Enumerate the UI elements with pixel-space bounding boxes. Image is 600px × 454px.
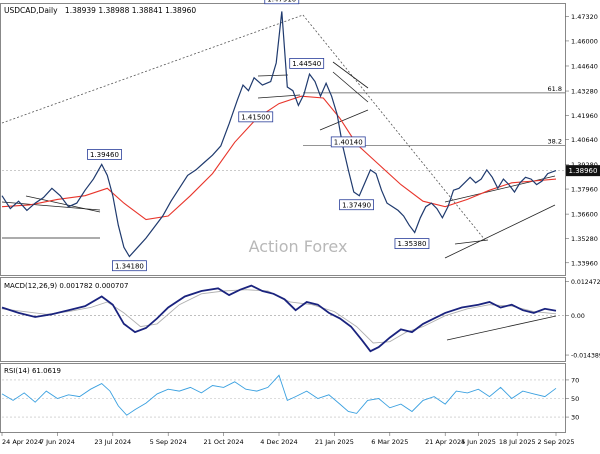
wedge-mar-lower2 bbox=[332, 71, 369, 103]
price-annotation-box bbox=[394, 238, 430, 249]
price-annotation-box bbox=[238, 111, 274, 123]
fib-level-label: 38.2 bbox=[548, 138, 562, 146]
x-tick-label: 21 Apr 2025 bbox=[425, 438, 465, 446]
price-annotation-box bbox=[112, 260, 147, 272]
price-tick-label: 1.43280 bbox=[571, 88, 598, 96]
price-line bbox=[1, 11, 557, 258]
x-tick-label: 18 Jul 2025 bbox=[499, 438, 536, 446]
header-ohlc: 1.38939 1.38988 1.38841 1.38960 bbox=[65, 6, 196, 15]
price-tick-label: 1.35280 bbox=[571, 235, 598, 243]
x-tick-label: 21 Oct 2024 bbox=[204, 438, 244, 446]
macd-tick-label: 0.012472 bbox=[571, 279, 600, 286]
price-annotation-label: 1.40140 bbox=[334, 138, 363, 146]
macd-axis: 0.012472 0.00 -0.014389 bbox=[2, 279, 600, 360]
channel-lower bbox=[444, 204, 556, 259]
chart-header: USDCAD,Daily 1.38939 1.38988 1.38841 1.3… bbox=[4, 6, 196, 15]
watermark: Action Forex bbox=[249, 237, 348, 256]
price-annotations: 1.47910 1.39460 1.34180 1.41500 1.44540 1.401… bbox=[87, 0, 430, 272]
macd-panel-frame bbox=[0, 277, 566, 362]
rsi-label: RSI(14) 61.0619 bbox=[4, 367, 61, 375]
channel-base bbox=[454, 239, 489, 245]
moving-average-line bbox=[1, 95, 557, 221]
price-tick-label: 1.44640 bbox=[571, 62, 598, 70]
macd-label: MACD(12,26,9) 0.001782 0.000707 bbox=[4, 282, 128, 290]
price-tick-label: 1.47320 bbox=[571, 13, 598, 21]
macd-tick-label: -0.014389 bbox=[571, 353, 600, 360]
current-price-box bbox=[566, 165, 600, 177]
x-tick-label: 4 Dec 2024 bbox=[260, 438, 297, 446]
price-tick-label: 1.33960 bbox=[571, 259, 598, 267]
price-tick-label: 1.40640 bbox=[571, 136, 598, 144]
rsi-axis: 70 50 30 bbox=[2, 376, 579, 422]
price-annotation-label: 1.34180 bbox=[115, 262, 144, 270]
rsi-series bbox=[1, 374, 557, 416]
price-annotation-box bbox=[264, 0, 300, 5]
x-tick-label: 2 Sep 2025 bbox=[537, 438, 574, 446]
x-tick-label: 7 Jun 2024 bbox=[40, 438, 75, 446]
x-tick-label: 5 Sep 2024 bbox=[150, 438, 187, 446]
rsi-panel-frame bbox=[0, 363, 566, 433]
x-tick-label: 23 Jul 2024 bbox=[94, 438, 131, 446]
trendline-peak-decline bbox=[302, 14, 486, 241]
triangle-upper-2024b bbox=[25, 195, 101, 213]
price-annotation-label: 1.47910 bbox=[267, 0, 296, 3]
wedge-mar-upper bbox=[332, 61, 369, 89]
current-price-marker: 1.38960 bbox=[566, 165, 600, 177]
macd-line bbox=[1, 284, 557, 353]
price-annotation-box bbox=[289, 58, 325, 69]
x-tick-label: 6 Mar 2025 bbox=[371, 438, 408, 446]
price-trendlines bbox=[1, 14, 556, 259]
price-annotation-box bbox=[339, 199, 374, 211]
rsi-tick-label: 70 bbox=[571, 376, 579, 384]
price-tick-label: 1.37960 bbox=[571, 186, 598, 194]
price-tick-label: 1.46000 bbox=[571, 37, 598, 45]
wedge-dec-lower bbox=[257, 94, 301, 99]
current-price-label: 1.38960 bbox=[569, 167, 598, 175]
price-annotation-box bbox=[330, 136, 366, 148]
price-annotation-box bbox=[87, 149, 122, 160]
price-annotation-label: 1.44540 bbox=[292, 60, 321, 68]
fib-level-label: 61.8 bbox=[548, 85, 562, 93]
price-tick-label: 1.36600 bbox=[571, 211, 598, 219]
macd-tick-label: 0.00 bbox=[571, 313, 585, 320]
rsi-tick-label: 50 bbox=[571, 395, 579, 403]
price-annotation-label: 1.37490 bbox=[342, 201, 371, 209]
x-tick-label: 4 Jun 2025 bbox=[461, 438, 496, 446]
price-tick-label: 1.41960 bbox=[571, 112, 598, 120]
macd-series bbox=[1, 284, 557, 353]
rsi-line bbox=[1, 374, 557, 416]
wedge-mar-lower bbox=[319, 109, 369, 131]
trendline-long-dotted bbox=[1, 14, 304, 124]
header-symbol: USDCAD,Daily bbox=[4, 6, 58, 15]
macd-trendline bbox=[446, 315, 557, 341]
price-annotation-label: 1.35380 bbox=[397, 240, 426, 248]
price-annotation-label: 1.39460 bbox=[90, 151, 119, 159]
price-annotation-label: 1.41500 bbox=[241, 113, 270, 121]
rsi-tick-label: 30 bbox=[571, 414, 579, 422]
x-tick-label: 21 Jan 2025 bbox=[315, 438, 354, 446]
price-series bbox=[1, 11, 557, 258]
x-tick-label: 24 Apr 2024 bbox=[2, 438, 42, 446]
